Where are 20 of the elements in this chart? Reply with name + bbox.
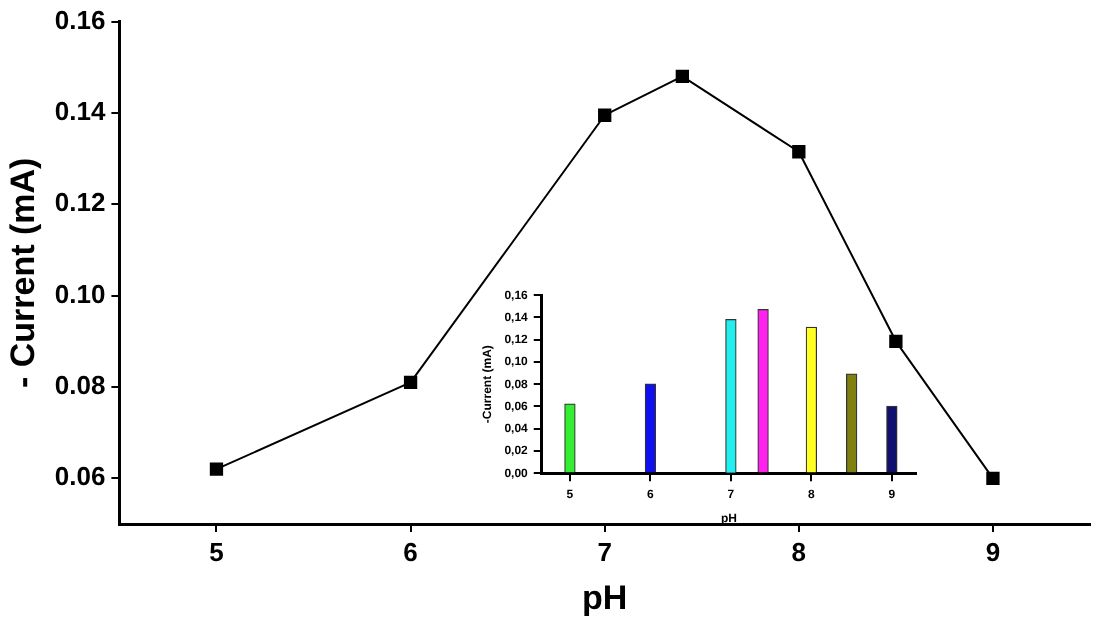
y-tick-label: 0.12 <box>54 187 106 218</box>
y-tick-label: 0.08 <box>54 370 106 401</box>
point <box>598 108 612 122</box>
x-tick-label: 6 <box>403 536 418 567</box>
x-tick-label: 9 <box>985 536 1001 567</box>
y-axis-title: - Current (mA) <box>3 157 42 389</box>
point <box>675 69 690 84</box>
y-tick-label: 0.14 <box>54 96 107 127</box>
point <box>889 334 903 348</box>
y-tick-label: 0.16 <box>54 4 106 35</box>
y-tick-label: 0.06 <box>54 461 106 492</box>
x-tick-label: 5 <box>209 536 224 567</box>
point <box>209 462 224 476</box>
x-axis-title: pH <box>582 578 628 617</box>
point <box>986 471 1000 485</box>
point <box>792 145 806 159</box>
x-tick-label: 8 <box>791 536 807 567</box>
point <box>403 375 418 390</box>
y-tick-label: 0.10 <box>54 278 106 309</box>
x-tick-label: 7 <box>597 536 612 567</box>
